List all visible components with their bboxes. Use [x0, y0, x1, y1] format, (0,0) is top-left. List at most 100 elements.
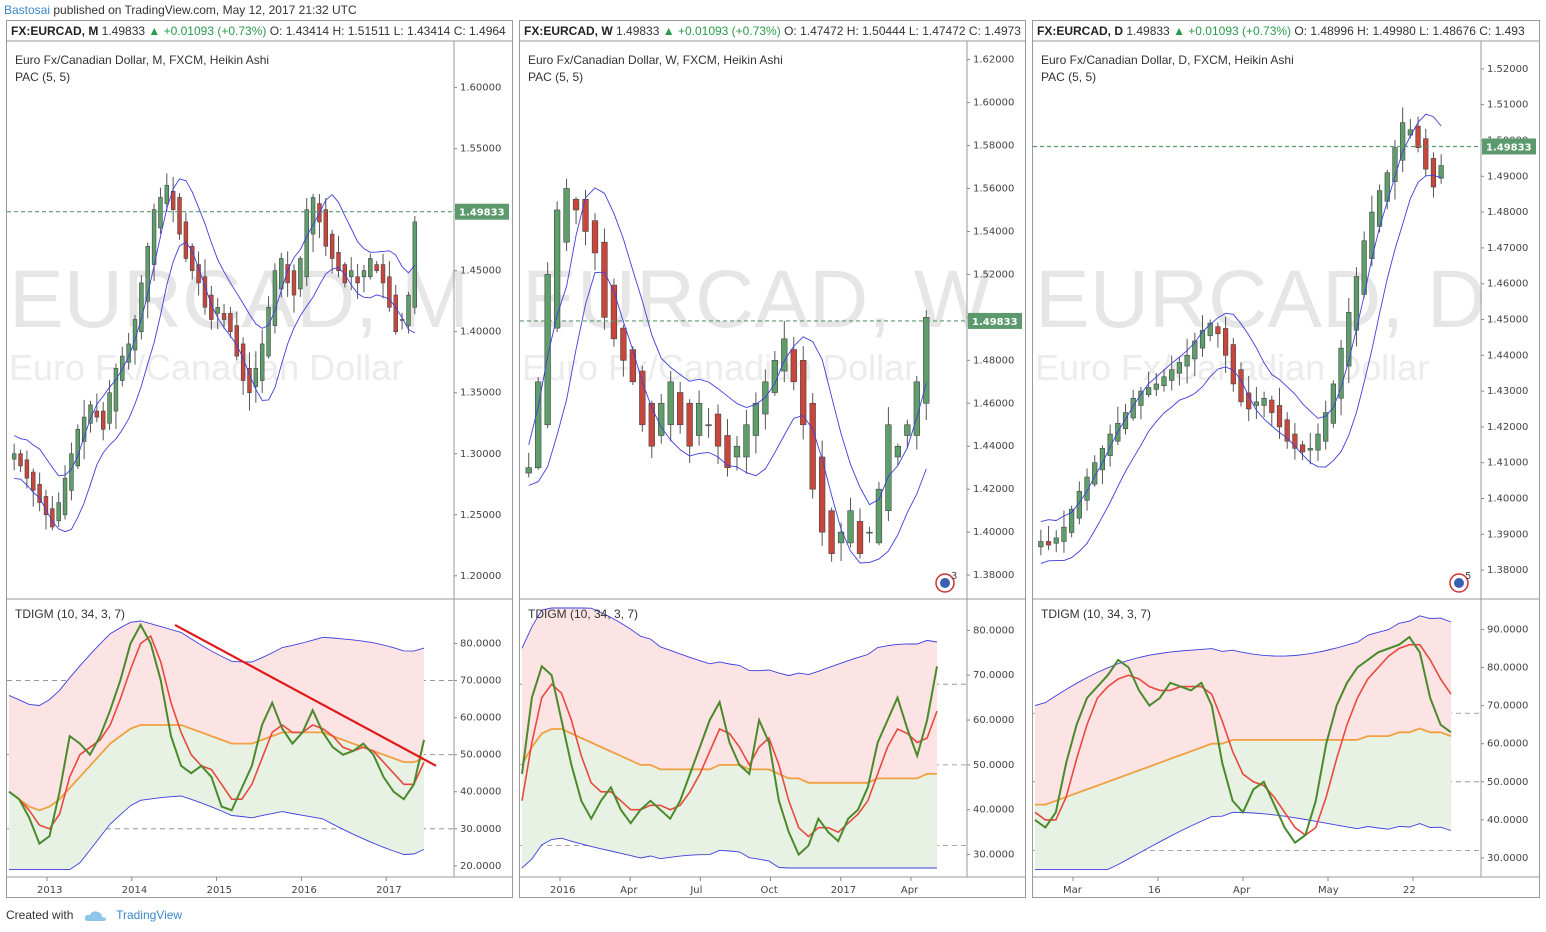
price-tick-label: 1.44000 [973, 441, 1014, 452]
candle-body [1146, 387, 1152, 395]
candle-body [800, 360, 807, 426]
candle-body [1423, 138, 1429, 170]
tdi-upper-fill [1035, 615, 1451, 805]
candle-body [724, 435, 731, 469]
candle-body [743, 424, 750, 458]
candle-body [866, 531, 873, 534]
candle-body [658, 402, 665, 436]
candle-body [1153, 383, 1159, 390]
price-tick-label: 1.60000 [460, 83, 501, 94]
candle-body [183, 221, 189, 259]
price-tick-label: 1.44000 [1487, 350, 1528, 361]
pac-label: PAC (5, 5) [1041, 70, 1097, 84]
candle-body [151, 209, 157, 265]
candle-body [535, 381, 542, 469]
chart-panel-monthly[interactable]: FX:EURCAD, M 1.49833 ▲ +0.01093 (+0.73%)… [6, 20, 513, 898]
candle-body [1084, 476, 1090, 501]
last-value: 1.49833 [616, 24, 660, 38]
candle-body [1400, 122, 1406, 161]
candle-body [752, 402, 760, 436]
tdi-upper-band [521, 607, 938, 677]
candle-body [177, 197, 182, 235]
time-tick-label: Jul [689, 885, 702, 896]
change-value: ▲ +0.01093 (+0.73%) [148, 24, 267, 38]
time-tick-label: 2016 [550, 885, 575, 896]
last-price-tag [968, 312, 1022, 329]
trendline-drawing[interactable] [174, 623, 437, 767]
chart-canvas[interactable]: 1.600001.550001.500001.450001.400001.350… [7, 21, 512, 897]
candle-body [639, 370, 646, 426]
candle-body [75, 429, 80, 467]
price-tick-label: 1.30000 [460, 449, 501, 460]
chart-panel-weekly[interactable]: FX:EURCAD, W 1.49833 ▲ +0.01093 (+0.73%)… [519, 20, 1026, 898]
tdi-tick-label: 20.0000 [460, 861, 501, 872]
candle-body [1292, 433, 1298, 449]
time-tick-label: Apr [620, 885, 638, 896]
symbol-info-bar: FX:EURCAD, M 1.49833 ▲ +0.01093 (+0.73%)… [7, 21, 512, 41]
price-tick-label: 1.42000 [1487, 422, 1528, 433]
candle-body [667, 381, 674, 426]
candle-body [412, 221, 418, 308]
symbol-label: FX:EURCAD, M [11, 24, 99, 38]
candle-body [18, 453, 23, 467]
candle-body [1238, 369, 1244, 403]
tradingview-brand-link[interactable]: TradingView [116, 908, 183, 922]
low-value: L: 1.43414 [393, 24, 451, 38]
tdi-lower-band [9, 795, 425, 871]
symbol-info-bar: FX:EURCAD, W 1.49833 ▲ +0.01093 (+0.73%)… [520, 21, 1025, 41]
candle-body [304, 209, 309, 278]
price-tick-label: 1.40000 [1487, 494, 1528, 505]
tdi-signal-line [1034, 643, 1452, 837]
candle-body [298, 258, 303, 290]
candle-body [1330, 383, 1336, 424]
high-value: H: 1.49980 [1357, 24, 1416, 38]
candle-body [355, 276, 360, 284]
pac-label: PAC (5, 5) [528, 70, 584, 84]
tdi-tick-label: 80.0000 [973, 625, 1014, 636]
candle-body [1038, 541, 1044, 548]
last-price-tag [455, 203, 509, 220]
candle-body [563, 188, 570, 243]
low-value: L: 1.48676 [1419, 24, 1476, 38]
price-tick-label: 1.48000 [1487, 207, 1528, 218]
chart-panel-daily[interactable]: FX:EURCAD, D 1.49833 ▲ +0.01093 (+0.73%)… [1032, 20, 1540, 898]
candle-body [904, 424, 911, 436]
price-tick-label: 1.54000 [973, 226, 1014, 237]
candle-body [336, 252, 341, 271]
price-tick-label: 1.42000 [973, 484, 1014, 495]
tdi-tick-label: 30.0000 [460, 824, 501, 835]
tdi-base-line [8, 724, 425, 812]
candle-body [62, 477, 68, 516]
price-tick-label: 1.40000 [973, 527, 1014, 538]
author-link[interactable]: Bastosai [4, 3, 51, 17]
price-tick-label: 1.45000 [1487, 315, 1528, 326]
candle-body [387, 276, 392, 308]
open-value: O: 1.48996 [1294, 24, 1354, 38]
candle-body [215, 306, 220, 314]
time-tick-label: May [1318, 885, 1339, 896]
pac-lower-band [1040, 174, 1442, 564]
tdi-upper-fill [9, 621, 424, 811]
price-tick-label: 1.40000 [460, 327, 501, 338]
candle-body [591, 220, 599, 254]
candle-body [139, 282, 144, 333]
candle-body [781, 338, 788, 372]
chart-title: Euro Fx/Canadian Dollar, D, FXCM, Heikin… [1041, 53, 1294, 67]
candle-body [525, 467, 532, 474]
price-tick-label: 1.52000 [973, 269, 1014, 280]
tdi-tick-label: 80.0000 [460, 638, 501, 649]
price-tick-label: 1.52000 [1487, 64, 1528, 75]
chart-canvas[interactable]: 1.520001.510001.500001.490001.480001.470… [1033, 21, 1539, 897]
open-value: O: 1.47472 [784, 24, 844, 38]
change-value: ▲ +0.01093 (+0.73%) [1173, 24, 1292, 38]
tdi-tick-label: 70.0000 [460, 676, 501, 687]
chart-canvas[interactable]: 1.62000 1.60000 1.58000 1.56000 1.54000 1.520… [520, 21, 1025, 897]
high-value: H: 1.51511 [332, 24, 391, 38]
candle-body [380, 264, 386, 284]
tdi-tick-label: 40.0000 [460, 787, 501, 798]
candle-body [234, 325, 239, 357]
candle-body [393, 294, 398, 333]
change-value: ▲ +0.01093 (+0.73%) [662, 24, 781, 38]
candle-body [620, 327, 627, 361]
tdi-base-line [1035, 727, 1452, 806]
